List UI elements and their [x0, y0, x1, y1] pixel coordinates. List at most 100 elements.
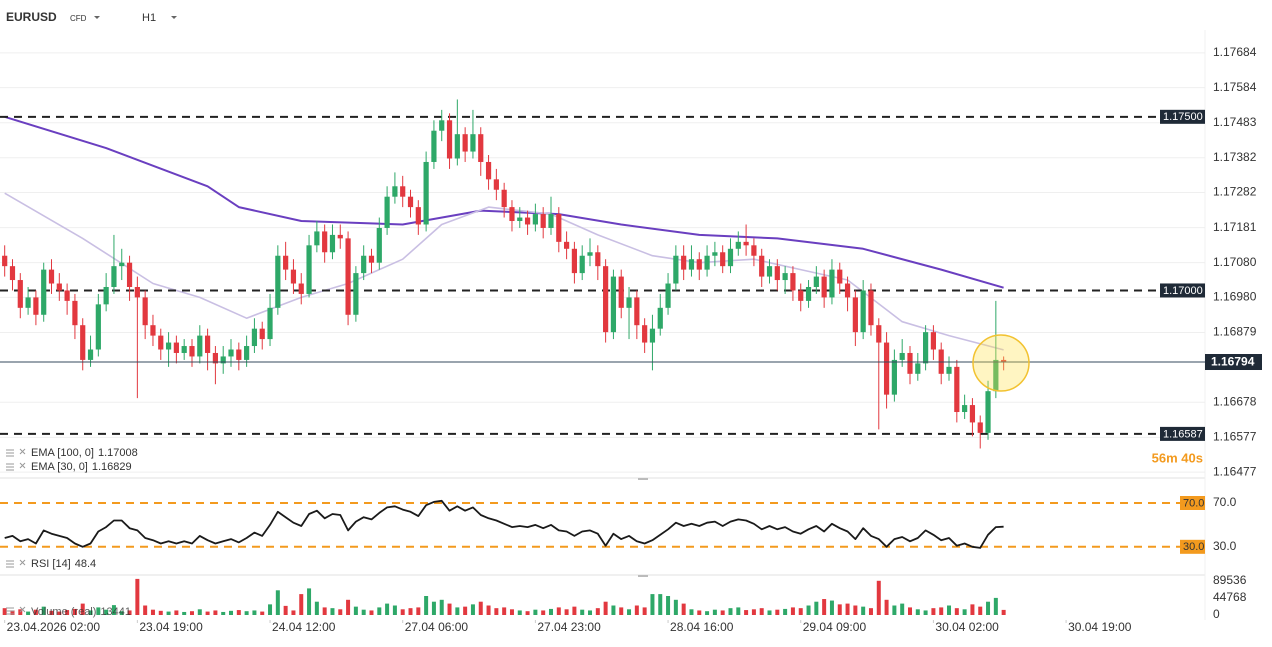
volume-bar — [502, 607, 507, 615]
candle-body — [610, 276, 617, 333]
legend-value: 48.4 — [75, 558, 96, 570]
interval[interactable]: H1 — [142, 12, 156, 24]
volume-bar — [1001, 609, 1006, 615]
volume-bar — [666, 596, 671, 615]
volume-bar — [767, 610, 772, 615]
level-label-box — [1160, 426, 1205, 441]
candle-body — [87, 349, 94, 360]
candle-body — [95, 304, 101, 350]
interval-dropdown[interactable] — [171, 16, 177, 19]
candle-body — [657, 307, 663, 329]
candle-body — [969, 405, 976, 423]
volume-bar — [49, 610, 54, 615]
volume-bar — [642, 607, 647, 615]
candle-body — [603, 266, 609, 333]
candle-body — [470, 134, 476, 152]
legend-label: RSI [14] 48.4 — [31, 558, 96, 570]
volume-bar — [463, 606, 468, 615]
symbol[interactable]: EURUSD — [6, 10, 57, 24]
candle-body — [64, 290, 70, 301]
volume-bar — [213, 610, 218, 615]
candle-body — [17, 280, 23, 308]
volume-bar — [135, 578, 140, 615]
volume-bar — [322, 607, 327, 615]
legend-name: RSI [14] — [31, 558, 71, 570]
candle-body — [837, 269, 843, 284]
volume-bar — [486, 605, 491, 615]
candle-body — [259, 328, 265, 340]
level-label-box — [1160, 283, 1205, 298]
volume-bar — [400, 609, 405, 615]
volume-bar — [80, 603, 85, 615]
x-tick-label: 28.04 16:00 — [670, 620, 734, 634]
volume-bar — [861, 606, 866, 615]
volume-bar — [744, 610, 749, 615]
volume-bar — [736, 607, 741, 615]
candle-body — [860, 290, 866, 333]
legend-icon[interactable] — [6, 560, 14, 568]
candle-body — [314, 231, 320, 246]
legend-icon[interactable] — [6, 449, 14, 457]
volume-bar — [182, 611, 187, 615]
legend-name: Volume (real) — [31, 606, 96, 618]
symbol-dropdown[interactable] — [94, 16, 100, 19]
volume-bar — [876, 580, 881, 615]
level-label: 1.17500 — [1163, 111, 1203, 123]
y-tick-label: 1.17584 — [1213, 80, 1257, 94]
candle-body — [212, 352, 219, 364]
marks: 1.17684 1.17584 1.17483 1.17382 1.17282 1.171… — [0, 45, 1262, 634]
volume-bar — [783, 608, 788, 615]
candle-body — [119, 262, 125, 267]
volume-bar — [790, 607, 795, 615]
candle-body — [150, 325, 156, 336]
y-tick-label: 44768 — [1213, 590, 1247, 604]
volume-bar — [673, 599, 678, 615]
legend-remove[interactable] — [19, 462, 26, 469]
volume-bar — [229, 610, 234, 615]
volume-bar — [361, 609, 366, 615]
candle-body — [134, 286, 140, 298]
volume-bar — [408, 608, 413, 615]
legend-remove[interactable] — [19, 448, 26, 455]
volume-bar — [541, 610, 546, 615]
volume-bar — [658, 594, 663, 615]
volume-bar — [603, 601, 608, 615]
candle-body — [306, 245, 312, 294]
candle-body — [2, 255, 8, 267]
candle-body — [446, 120, 453, 159]
candle-body — [766, 266, 773, 277]
x-tick-label: 23.04 19:00 — [139, 620, 203, 634]
volume-bar — [822, 599, 827, 615]
y-tick-label: 1.16477 — [1213, 464, 1257, 478]
candle-body — [1001, 359, 1007, 363]
candle-body — [798, 290, 804, 301]
y-tick-label: 30.0 — [1213, 539, 1237, 553]
legend-remove[interactable] — [19, 559, 26, 566]
candle-body — [400, 186, 406, 197]
candle-body — [829, 269, 835, 298]
y-tick-label: 1.17181 — [1213, 220, 1257, 234]
legend-value: 1.16829 — [92, 461, 132, 473]
volume-bar — [455, 607, 460, 615]
volume-bar — [509, 609, 514, 615]
candle-body — [290, 269, 297, 284]
candle-body — [361, 255, 367, 274]
volume-bar — [10, 610, 15, 615]
x-tick-label: 24.04 12:00 — [272, 620, 336, 634]
candle-body — [907, 352, 913, 374]
candle-body — [563, 241, 570, 249]
volume-bar — [260, 611, 265, 615]
legend-ema30: EMA [30, 0] 1.16829 — [6, 461, 132, 473]
legend-remove[interactable] — [19, 606, 26, 613]
volume-bar — [993, 597, 998, 615]
candle-body — [751, 245, 757, 256]
volume-bar — [548, 608, 553, 615]
candle-body — [454, 134, 460, 159]
legend-icon[interactable] — [6, 607, 14, 615]
volume-bar — [712, 609, 717, 615]
volume-bar — [2, 608, 7, 615]
level-label: 70.0 — [1183, 497, 1204, 509]
legend-icon[interactable] — [6, 463, 14, 471]
candle-body — [712, 252, 718, 256]
